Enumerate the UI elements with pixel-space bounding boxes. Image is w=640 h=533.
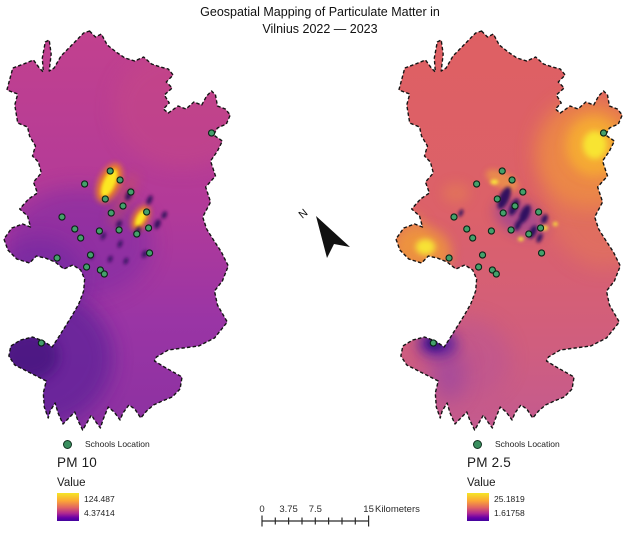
school-location-dot — [81, 180, 89, 188]
school-location-dot — [58, 213, 66, 221]
school-location-dot — [450, 213, 458, 221]
school-location-dot — [207, 129, 216, 137]
legend-value-label: Value — [57, 477, 86, 489]
legend-max-value: 25.1819 — [494, 494, 525, 504]
school-location-dot — [492, 270, 500, 278]
school-location-dot — [144, 224, 153, 232]
legend-ramp-row: 25.1819 1.61758 — [467, 493, 617, 521]
scale-unit-label: Kilometers — [375, 504, 420, 515]
school-location-dot — [83, 263, 91, 271]
school-location-dot — [511, 202, 519, 210]
school-location-dot — [599, 129, 608, 137]
school-location-dot — [478, 251, 487, 259]
school-location-dot — [115, 226, 123, 234]
legend-schools-row: Schools Location — [57, 439, 207, 449]
map-pm25 — [395, 30, 623, 431]
school-location-dot — [127, 188, 135, 196]
school-location-dot — [429, 339, 437, 347]
school-location-dot — [537, 249, 546, 257]
school-location-dot — [106, 167, 114, 175]
figure-title: Geospatial Mapping of Particulate Matter… — [200, 5, 440, 36]
school-location-dot — [536, 224, 545, 232]
school-location-dot — [507, 226, 515, 234]
school-location-dot — [535, 208, 543, 216]
schools-layer — [37, 129, 216, 347]
school-location-dot — [463, 225, 471, 233]
school-location-dot — [119, 202, 127, 210]
school-location-dot — [100, 270, 108, 278]
school-dot-icon — [63, 439, 72, 449]
north-arrow-icon — [316, 216, 350, 258]
legend-ramp-row: 124.487 4.37414 — [57, 493, 207, 521]
school-dot-icon — [473, 439, 482, 449]
scale-label-15: 15 — [363, 504, 374, 515]
school-location-dot — [493, 195, 501, 203]
school-location-dot — [519, 188, 527, 196]
school-location-dot — [53, 254, 61, 262]
school-location-dot — [498, 167, 506, 175]
school-location-dot — [445, 254, 453, 262]
map-pm10 — [3, 30, 231, 431]
school-location-dot — [133, 230, 141, 238]
school-location-dot — [95, 227, 103, 235]
legend-min-value: 4.37414 — [84, 508, 115, 518]
schools-layer — [429, 129, 608, 347]
school-location-dot — [469, 234, 477, 242]
legend-schools-row: Schools Location — [467, 439, 617, 449]
school-location-dot — [499, 209, 507, 217]
pm10-surface — [3, 31, 231, 430]
school-location-dot — [71, 225, 79, 233]
pm25-surface — [395, 31, 623, 430]
school-location-dot — [145, 249, 154, 257]
school-location-dot — [473, 180, 481, 188]
school-location-dot — [37, 339, 45, 347]
pm25-high-flecks — [517, 222, 558, 241]
legend-pm25: Schools Location PM 2.5 Value 25.1819 1.… — [467, 439, 617, 521]
school-location-dot — [143, 208, 151, 216]
legend-max-value: 124.487 — [84, 494, 115, 504]
legend-schools-label: Schools Location — [85, 439, 150, 449]
legend-pm10: Schools Location PM 10 Value 124.487 4.3… — [57, 439, 207, 521]
scale-label-375: 3.75 — [279, 504, 298, 515]
color-ramp — [467, 493, 489, 521]
school-location-dot — [77, 234, 85, 242]
school-location-dot — [86, 251, 95, 259]
legend-layer-name: PM 2.5 — [467, 455, 511, 470]
school-location-dot — [101, 195, 109, 203]
legend-schools-label: Schools Location — [495, 439, 560, 449]
school-location-dot — [487, 227, 495, 235]
school-location-dot — [116, 176, 124, 184]
school-location-dot — [508, 176, 516, 184]
school-location-dot — [475, 263, 483, 271]
scale-label-0: 0 — [259, 504, 264, 515]
scale-label-75: 7.5 — [309, 504, 322, 515]
color-ramp — [57, 493, 79, 521]
north-arrow: N — [297, 207, 350, 258]
school-location-dot — [107, 209, 115, 217]
legend-min-value: 1.61758 — [494, 508, 525, 518]
scale-bar-line — [261, 515, 370, 527]
north-label: N — [297, 207, 311, 221]
legend-layer-name: PM 10 — [57, 455, 98, 470]
legend-value-label: Value — [467, 477, 496, 489]
school-location-dot — [525, 230, 533, 238]
scale-bar: 0 3.75 7.5 15 Kilometers — [259, 504, 420, 527]
